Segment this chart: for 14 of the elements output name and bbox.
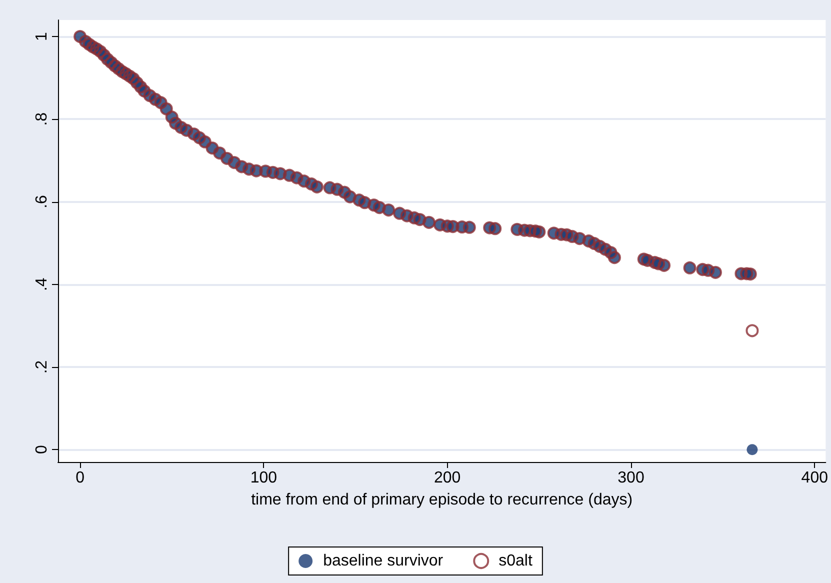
x-tick-label: 400 xyxy=(801,470,828,486)
x-tick-label: 200 xyxy=(434,470,461,486)
legend-label: s0alt xyxy=(498,552,533,570)
y-tick-label: 1 xyxy=(34,32,50,41)
y-tick-label: .4 xyxy=(34,278,50,292)
legend-label: baseline survivor xyxy=(323,552,444,570)
y-tick-label: .6 xyxy=(34,194,50,208)
x-axis-title: time from end of primary episode to recurrence (days) xyxy=(251,492,633,508)
y-tick-label: .8 xyxy=(34,112,50,126)
x-tick-label: 300 xyxy=(618,470,644,486)
y-tick-label: .2 xyxy=(34,360,50,374)
x-tick-label: 0 xyxy=(76,470,85,486)
x-tick-label: 100 xyxy=(250,470,278,486)
y-tick-label: 0 xyxy=(34,445,50,454)
